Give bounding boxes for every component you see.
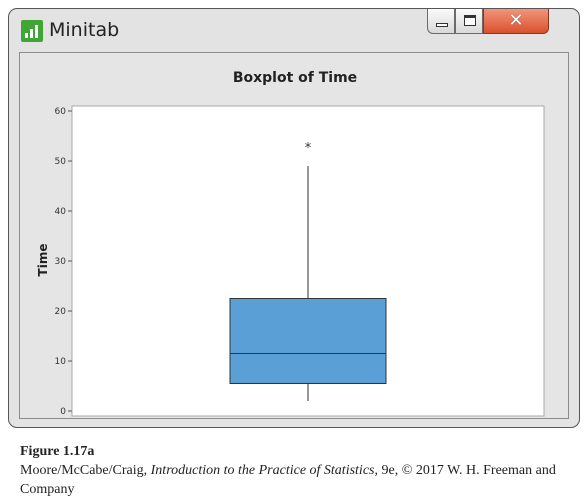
close-icon: ✕ (508, 10, 524, 31)
caption-authors: Moore/McCabe/Craig, (20, 463, 151, 478)
minimize-button[interactable] (427, 9, 455, 34)
minitab-window: Minitab ✕ Boxplot of Time Time 0 10 20 30 40… (8, 8, 580, 428)
window-title: Minitab (49, 19, 120, 41)
y-tick-label: 20 (55, 307, 67, 317)
caption-book-title: Introduction to the Practice of Statisti… (150, 463, 375, 478)
y-axis: 0 10 20 30 40 50 60 (55, 107, 72, 417)
close-button[interactable]: ✕ (483, 9, 549, 34)
y-tick-label: 40 (55, 207, 67, 217)
graph-panel: Boxplot of Time Time 0 10 20 30 40 50 60 * (19, 52, 569, 419)
y-tick-label: 60 (55, 107, 67, 117)
y-tick-label: 50 (55, 157, 67, 167)
chart-title: Boxplot of Time (233, 70, 357, 86)
maximize-icon (464, 15, 476, 26)
figure-caption: Figure 1.17a Moore/McCabe/Craig, Introdu… (20, 442, 580, 499)
minimize-icon (436, 23, 448, 27)
caption-publisher: , 9e, © 2017 W. H. Freeman and Company (20, 463, 556, 497)
y-tick-label: 30 (55, 257, 67, 267)
box-series: * (229, 141, 387, 401)
minitab-logo-icon (21, 20, 43, 42)
maximize-button[interactable] (455, 9, 483, 34)
figure-label: Figure 1.17a (20, 444, 95, 459)
window-controls: ✕ (427, 9, 573, 36)
iqr-box (229, 298, 387, 384)
y-axis-label: Time (36, 244, 50, 277)
outlier-point: * (305, 141, 312, 156)
boxplot-chart: Boxplot of Time Time 0 10 20 30 40 50 60 * (36, 70, 545, 417)
title-bar[interactable]: Minitab ✕ (9, 9, 579, 51)
y-tick-label: 10 (55, 357, 67, 367)
y-tick-label: 0 (60, 407, 66, 417)
